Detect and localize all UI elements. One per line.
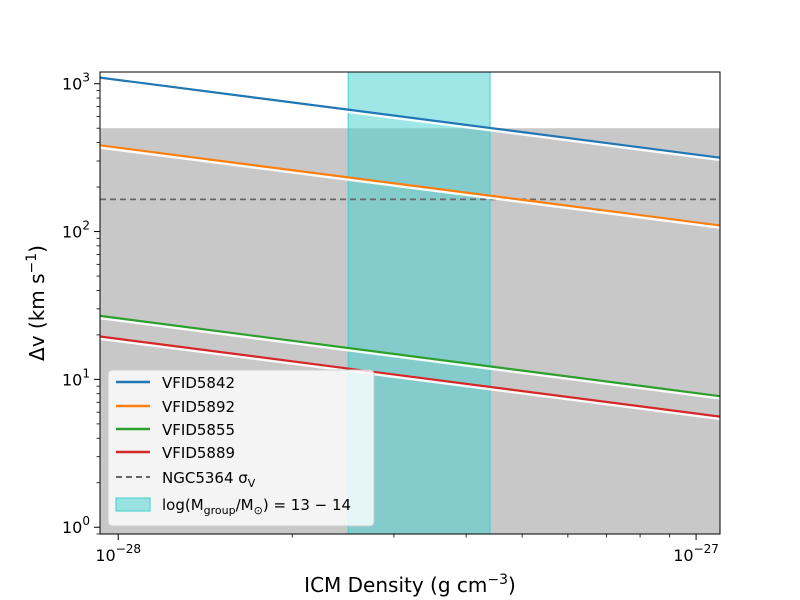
legend-label-vfid5842: VFID5842 — [162, 374, 235, 392]
legend-label-vfid5892: VFID5892 — [162, 398, 235, 416]
legend-label-vfid5889: VFID5889 — [162, 444, 235, 462]
series-halo-vfid5842 — [100, 77, 720, 162]
x-tick-label: 10−28 — [95, 542, 141, 565]
legend-label-ngc5364: NGC5364 σV — [162, 469, 256, 490]
series-line-vfid5889 — [100, 335, 720, 418]
svg-text:Δv (km s−1): Δv (km s−1) — [24, 245, 49, 361]
series-halo-vfid5892 — [100, 144, 720, 229]
x-tick-label: 10−27 — [673, 542, 719, 565]
y-tick-label: 100 — [62, 514, 90, 537]
series-line-vfid5842 — [100, 76, 720, 159]
series-halo-vfid5855 — [100, 315, 720, 400]
legend-label-vfid5855: VFID5855 — [162, 421, 235, 439]
series-halo-vfid5889 — [100, 336, 720, 421]
legend: VFID5842 VFID5892 VFID5855 VFID5889 NGC5… — [107, 369, 375, 527]
legend-box — [107, 369, 375, 527]
legend-label-group-mass: log(Mgroup/M⊙) = 13 − 14 — [162, 496, 351, 517]
legend-patch-group-mass — [115, 497, 151, 512]
series-line-vfid5855 — [100, 314, 720, 398]
y-axis-label: Δv (km s−1) — [24, 245, 49, 361]
axes-frame — [99, 71, 721, 535]
y-tick-label: 103 — [62, 71, 90, 94]
y-tick-label: 101 — [62, 366, 90, 389]
x-axis-label: ICM Density (g cm−3) — [304, 572, 516, 597]
svg-text:ICM Density (g cm−3): ICM Density (g cm−3) — [304, 572, 516, 597]
y-tick-label: 102 — [62, 219, 90, 242]
series-line-vfid5892 — [100, 144, 720, 227]
axis-ticks: 10−28 10−27 100 101 102 103 — [62, 71, 719, 565]
